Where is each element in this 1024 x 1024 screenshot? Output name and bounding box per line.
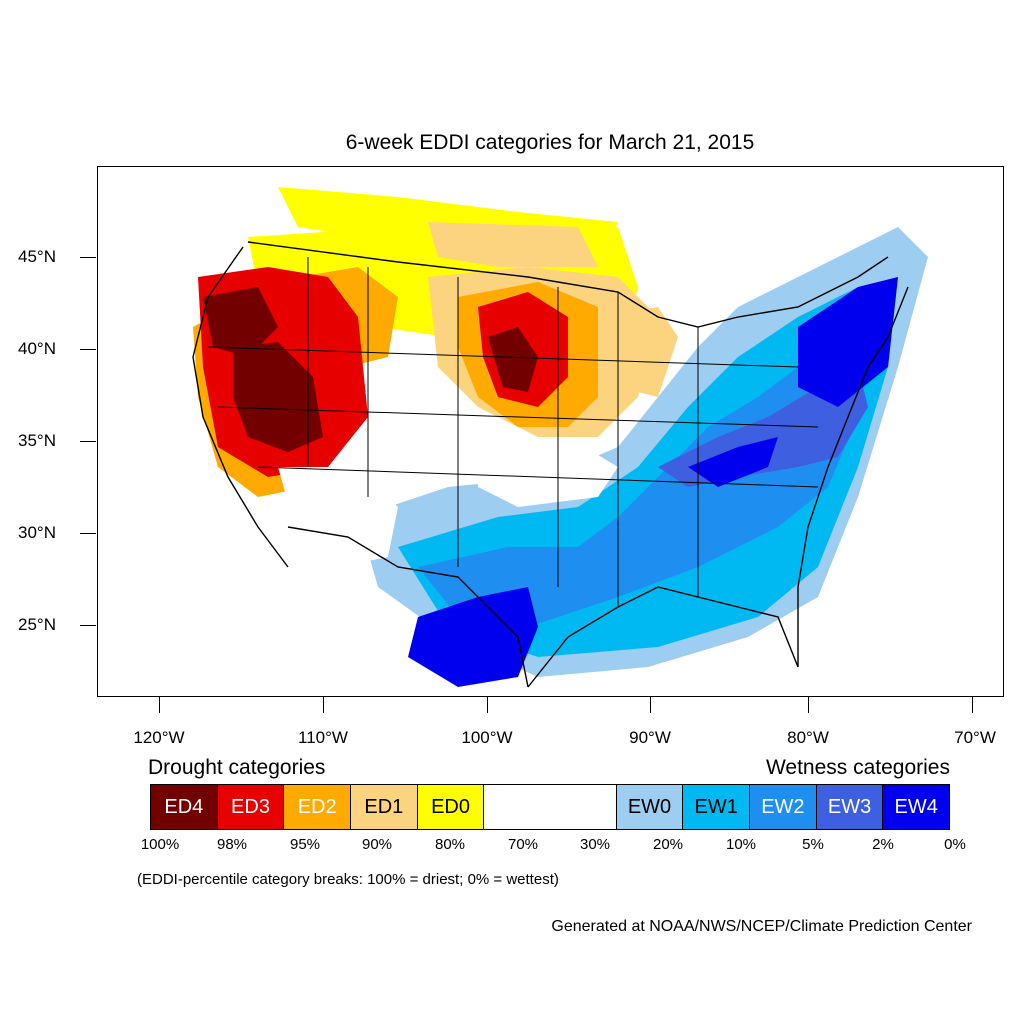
eddi-map: [192, 187, 928, 688]
lat-label-35: 35°N: [18, 431, 56, 450]
lat-tick-30: [80, 533, 96, 534]
lat-tick-25: [80, 625, 96, 626]
legend-cell-ed1: ED1: [351, 785, 418, 829]
legend-cell-ew2: EW2: [750, 785, 817, 829]
state-line-9: [257, 466, 819, 488]
legend-cell-ed3: ED3: [217, 785, 285, 829]
region-ew3: [658, 367, 868, 487]
east-coast: [797, 286, 909, 667]
region-ed4-plains: [488, 327, 538, 392]
wetness-legend-title: Wetness categories: [765, 756, 950, 779]
legend-cell-ed0: ED0: [417, 785, 485, 829]
pct-label-20: 20%: [652, 836, 684, 853]
lat-label-30: 30°N: [18, 523, 56, 542]
region-ed4-great-basin: [233, 342, 323, 452]
legend-cell-normal: [484, 785, 617, 829]
lat-label-40: 40°N: [18, 339, 56, 358]
lon-label-120: 120°W: [133, 728, 185, 747]
west-coast: [192, 246, 289, 568]
lat-tick-35: [80, 441, 96, 442]
map-outlines: [192, 241, 909, 688]
region-normal-southwest: [278, 467, 398, 567]
pct-label-70: 70%: [507, 836, 539, 853]
category-regions: [193, 187, 928, 687]
region-ew2: [418, 337, 868, 627]
legend-cell-ew1: EW1: [683, 785, 751, 829]
region-ew4-tennessee: [688, 437, 778, 487]
pct-label-30: 30%: [579, 836, 611, 853]
region-ew4-texas: [408, 587, 538, 687]
lon-label-110: 110°W: [298, 728, 348, 747]
legend-cell-ew3: EW3: [816, 785, 884, 829]
legend-cell-ew4: EW4: [883, 785, 950, 829]
map-title: 6-week EDDI categories for March 21, 201…: [345, 131, 755, 154]
legend-cell-ew0: EW0: [616, 785, 684, 829]
region-ed4-oregon: [203, 287, 278, 357]
lat-tick-40: [80, 349, 96, 350]
lat-label-45: 45°N: [18, 247, 56, 266]
us-canada-border: [247, 241, 889, 328]
pct-label-80: 80%: [434, 836, 466, 853]
lon-label-80: 80°W: [787, 728, 829, 747]
region-ed1-canada: [428, 222, 598, 267]
lon-tick-80: [808, 697, 809, 713]
lon-label-70: 70°W: [954, 728, 996, 747]
pct-label-95: 95%: [289, 836, 321, 853]
legend-color-bar: ED4 ED3 ED2 ED1 ED0 EW0 EW1 EW2 EW3 EW4: [150, 784, 950, 830]
lat-tick-45: [80, 257, 96, 258]
pct-label-100: 100%: [140, 836, 180, 853]
drought-legend-title: Drought categories: [148, 756, 326, 779]
legend-cell-ed2: ED2: [284, 785, 352, 829]
pct-label-98: 98%: [216, 836, 248, 853]
map-frame: [97, 166, 1004, 697]
pct-label-0: 0%: [944, 836, 966, 853]
region-ew4-northeast: [798, 277, 898, 407]
pct-label-90: 90%: [361, 836, 393, 853]
lon-tick-70: [972, 697, 973, 713]
lon-label-90: 90°W: [629, 728, 671, 747]
region-ed1-upper-midwest: [593, 307, 678, 397]
lon-tick-120: [159, 697, 160, 713]
region-normal-central: [478, 437, 618, 507]
us-mexico-border: [287, 526, 529, 688]
credit-line: Generated at NOAA/NWS/NCEP/Climate Predi…: [551, 918, 972, 935]
pct-label-5: 5%: [802, 836, 824, 853]
legend-cell-ed4: ED4: [151, 785, 218, 829]
lon-label-100: 100°W: [461, 728, 513, 747]
lon-tick-100: [487, 697, 488, 713]
state-line-8: [217, 406, 819, 428]
lat-label-25: 25°N: [18, 615, 56, 634]
pct-label-10: 10%: [725, 836, 757, 853]
state-line-7: [207, 346, 799, 368]
lon-tick-90: [650, 697, 651, 713]
category-breaks-note: (EDDI-percentile category breaks: 100% =…: [137, 871, 559, 888]
pct-label-2: 2%: [872, 836, 894, 853]
gulf-coast: [527, 586, 799, 688]
lon-tick-110: [323, 697, 324, 713]
